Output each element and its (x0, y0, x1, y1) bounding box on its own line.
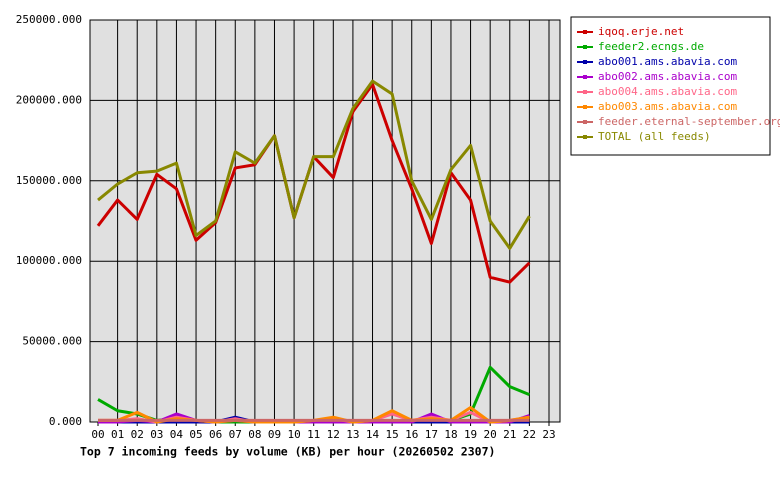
x-tick-label: 04 (170, 428, 184, 441)
x-tick-label: 22 (523, 428, 536, 441)
x-tick-label: 06 (209, 428, 222, 441)
x-tick-label: 10 (287, 428, 300, 441)
x-tick-label: 12 (327, 428, 340, 441)
series-line (98, 412, 530, 424)
x-tick-label: 05 (189, 428, 202, 441)
x-tick-label: 14 (366, 428, 380, 441)
x-tick-label: 08 (248, 428, 261, 441)
legend-label: abo004.ams.abavia.com (598, 85, 737, 98)
legend-marker (583, 120, 587, 124)
legend-label: abo001.ams.abavia.com (598, 55, 737, 68)
y-tick-label: 50000.000 (22, 335, 82, 348)
x-tick-label: 11 (307, 428, 320, 441)
legend-marker (583, 30, 587, 34)
legend-label: iqoq.erje.net (598, 25, 684, 38)
plot-area (89, 19, 561, 423)
y-tick-label: 250000.000 (16, 13, 82, 26)
x-tick-label: 21 (503, 428, 516, 441)
legend-marker (583, 45, 587, 49)
x-tick-label: 07 (229, 428, 242, 441)
y-tick-label: 200000.000 (16, 93, 82, 106)
x-tick-label: 19 (464, 428, 477, 441)
x-tick-label: 17 (425, 428, 438, 441)
chart-title: Top 7 incoming feeds by volume (KB) per … (80, 445, 495, 459)
legend-marker (583, 60, 587, 64)
x-tick-label: 20 (484, 428, 497, 441)
legend-label: abo003.ams.abavia.com (598, 100, 737, 113)
x-tick-label: 02 (131, 428, 144, 441)
legend-label: feeder.eternal-september.org (598, 115, 780, 128)
x-tick-label: 09 (268, 428, 281, 441)
x-tick-label: 23 (542, 428, 555, 441)
x-tick-label: 13 (346, 428, 359, 441)
x-tick-label: 15 (386, 428, 399, 441)
x-tick-label: 18 (444, 428, 457, 441)
legend-box (570, 16, 771, 156)
legend-marker (583, 75, 587, 79)
legend-label: feeder2.ecngs.de (598, 40, 704, 53)
legend-label: abo002.ams.abavia.com (598, 70, 737, 83)
x-tick-label: 00 (91, 428, 104, 441)
x-tick-label: 16 (405, 428, 418, 441)
x-tick-label: 01 (111, 428, 124, 441)
legend-marker (583, 105, 587, 109)
x-tick-label: 03 (150, 428, 163, 441)
legend-marker (583, 135, 587, 139)
legend-marker (583, 90, 587, 94)
series-line (97, 79, 531, 250)
y-tick-label: 150000.000 (16, 174, 82, 187)
y-tick-label: 0.000 (49, 415, 82, 428)
y-tick-label: 100000.000 (16, 254, 82, 267)
legend-label: TOTAL (all feeds) (598, 130, 711, 143)
